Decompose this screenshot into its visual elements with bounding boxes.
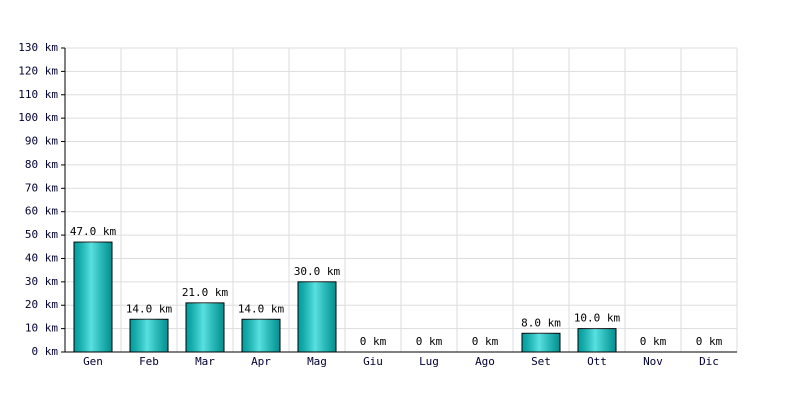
data-label: 0 km	[360, 335, 387, 348]
data-label: 30.0 km	[294, 265, 341, 278]
x-tick-label: Lug	[419, 355, 439, 368]
y-tick-label: 20 km	[25, 298, 58, 311]
y-tick-label: 110 km	[18, 88, 58, 101]
data-label: 14.0 km	[126, 302, 173, 315]
x-tick-label: Mar	[195, 355, 215, 368]
data-label: 14.0 km	[238, 302, 285, 315]
x-tick-label: Dic	[699, 355, 719, 368]
data-label: 10.0 km	[574, 312, 621, 325]
y-tick-label: 130 km	[18, 41, 58, 54]
x-tick-label: Ott	[587, 355, 607, 368]
data-label: 0 km	[416, 335, 443, 348]
x-tick-label: Set	[531, 355, 551, 368]
x-tick-label: Ago	[475, 355, 495, 368]
x-tick-label: Nov	[643, 355, 663, 368]
bar-shading	[74, 242, 112, 352]
x-tick-label: Apr	[251, 355, 271, 368]
bar-shading	[130, 319, 168, 352]
y-tick-label: 80 km	[25, 158, 58, 171]
bar-shading	[298, 281, 336, 352]
y-tick-label: 0 km	[32, 345, 59, 358]
data-label: 8.0 km	[521, 316, 561, 329]
data-label: 0 km	[696, 335, 723, 348]
data-label: 0 km	[640, 335, 667, 348]
bar-shading	[186, 302, 224, 352]
data-label: 0 km	[472, 335, 499, 348]
x-tick-label: Giu	[363, 355, 383, 368]
y-tick-label: 40 km	[25, 251, 58, 264]
bar-shading	[578, 328, 616, 352]
bar-shading	[242, 319, 280, 352]
y-tick-label: 70 km	[25, 181, 58, 194]
y-tick-label: 30 km	[25, 275, 58, 288]
x-tick-label: Gen	[83, 355, 103, 368]
x-tick-label: Mag	[307, 355, 327, 368]
data-label: 47.0 km	[70, 225, 117, 238]
y-tick-label: 100 km	[18, 111, 58, 124]
y-tick-label: 10 km	[25, 322, 58, 335]
bar-shading	[522, 333, 560, 352]
y-tick-label: 50 km	[25, 228, 58, 241]
data-label: 21.0 km	[182, 286, 229, 299]
x-tick-label: Feb	[139, 355, 159, 368]
y-tick-label: 90 km	[25, 135, 58, 148]
y-tick-label: 60 km	[25, 205, 58, 218]
y-tick-label: 120 km	[18, 64, 58, 77]
